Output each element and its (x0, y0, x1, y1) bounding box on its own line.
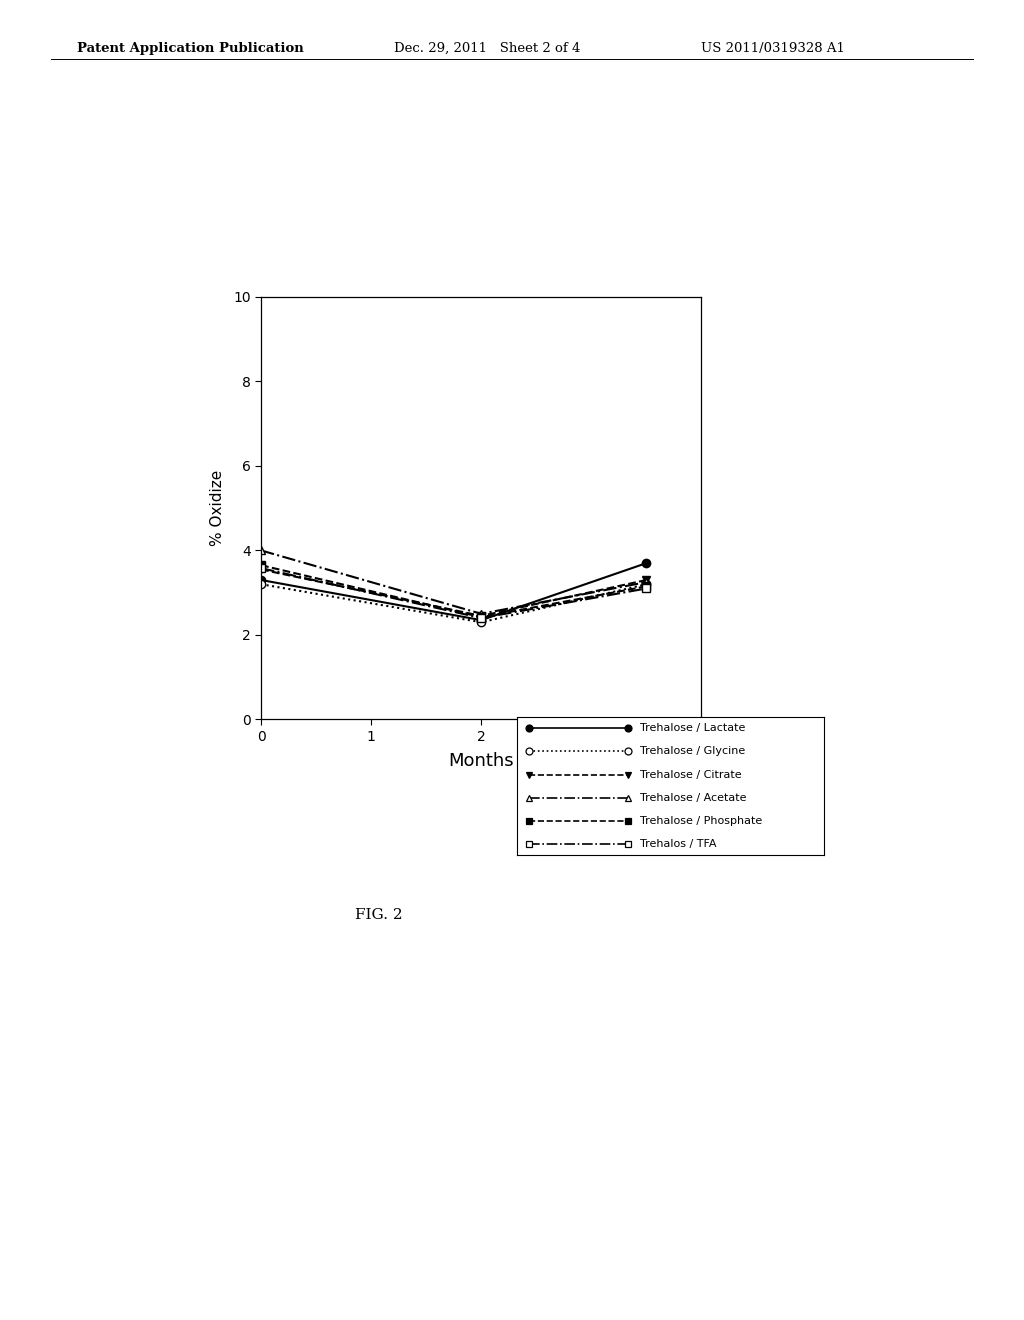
Text: Trehalose / Glycine: Trehalose / Glycine (640, 746, 745, 756)
Text: Dec. 29, 2011   Sheet 2 of 4: Dec. 29, 2011 Sheet 2 of 4 (394, 42, 581, 55)
Text: US 2011/0319328 A1: US 2011/0319328 A1 (701, 42, 846, 55)
Text: FIG. 2: FIG. 2 (355, 908, 402, 923)
Text: Trehalos / TFA: Trehalos / TFA (640, 838, 717, 849)
Text: Trehalose / Acetate: Trehalose / Acetate (640, 792, 746, 803)
Text: Trehalose / Phosphate: Trehalose / Phosphate (640, 816, 762, 826)
Text: Trehalose / Citrate: Trehalose / Citrate (640, 770, 741, 780)
Text: Trehalose / Lactate: Trehalose / Lactate (640, 723, 745, 734)
Y-axis label: % Oxidize: % Oxidize (210, 470, 224, 546)
Text: Patent Application Publication: Patent Application Publication (77, 42, 303, 55)
X-axis label: Months: Months (449, 752, 514, 770)
